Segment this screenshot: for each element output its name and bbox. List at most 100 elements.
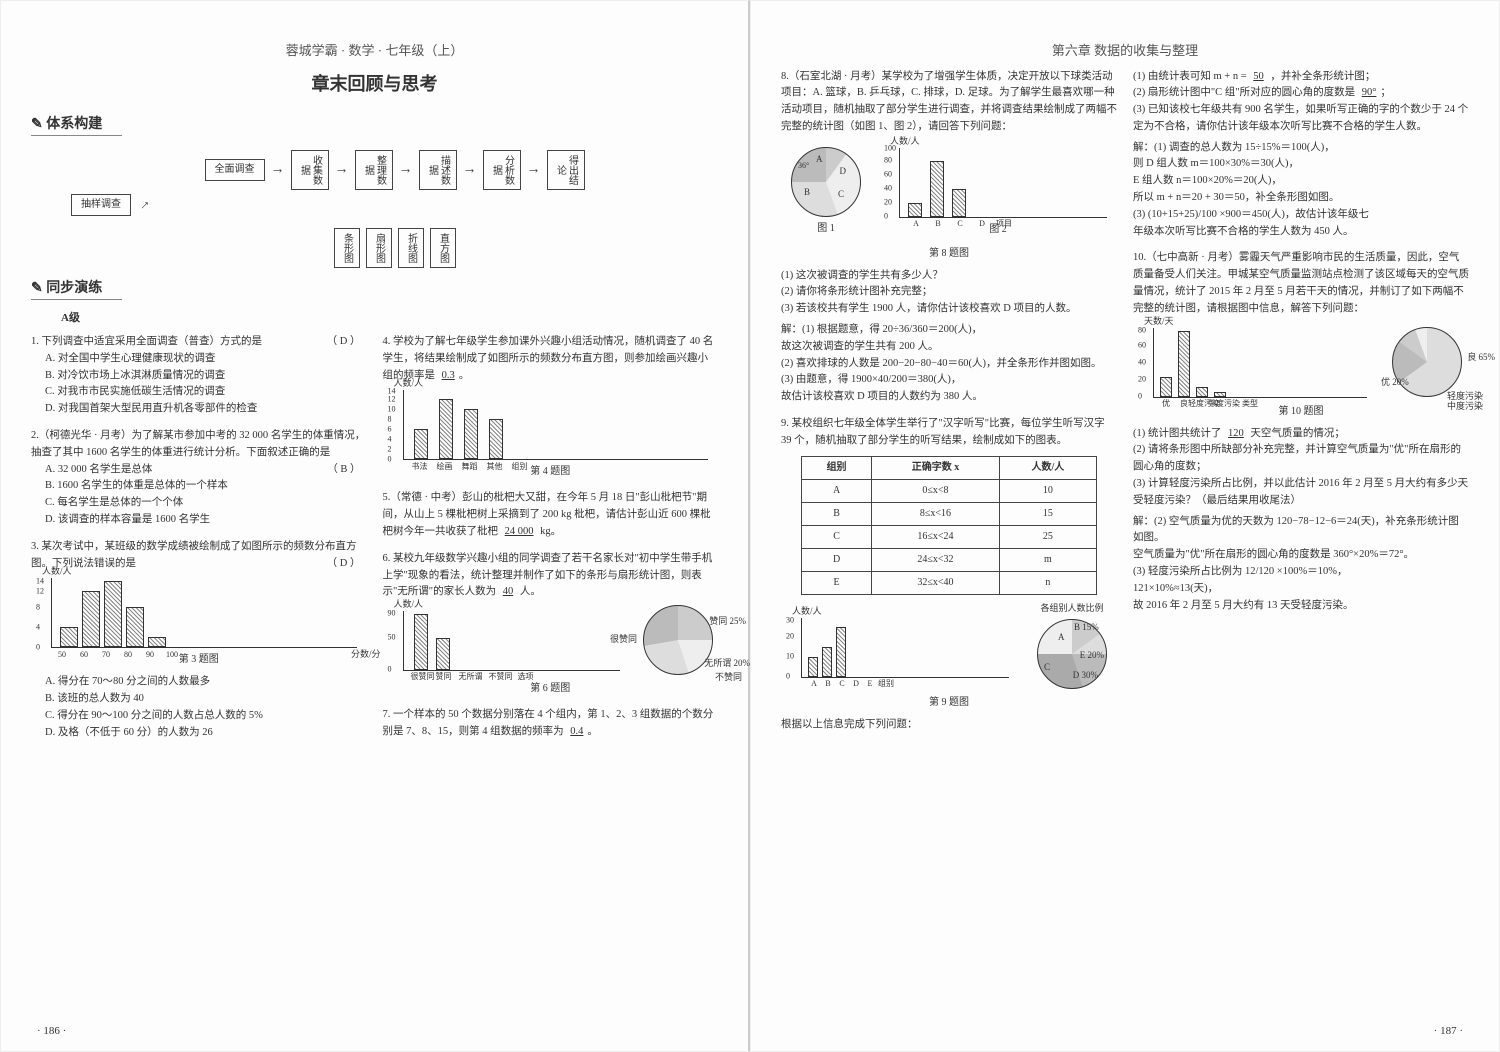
xtick: 选项	[516, 671, 536, 684]
sol: 故这次被调查的学生共有 200 人。	[781, 339, 1117, 356]
flow-diagram: 全面调查 → 收集数据 → 整理数据 → 描述数据 → 分析数据 → 得出结论 …	[71, 150, 718, 268]
page-number: · 186 ·	[37, 1023, 66, 1040]
opt: A. 32 000 名学生是总体	[31, 462, 367, 479]
q3-chart: 人数/人 0 4 8 12 14 50 60 70 8	[51, 578, 357, 648]
q8-bar: 人数/人 0 20 40 60 80 100 A	[899, 148, 1107, 218]
q1: 1. 下列调查中适宜采用全面调查（普查）方式的是 （ D ） A. 对全国中学生…	[31, 334, 367, 418]
blank: 0.4	[566, 726, 587, 737]
q-stem: 7. 一个样本的 50 个数据分别落在 4 个组内，第 1、2、3 组数据的个数…	[383, 709, 714, 737]
sol: (3) 轻度污染所占比例为 12/120 ×100%＝10%，	[1133, 564, 1469, 581]
q6: 6. 某校九年级数学兴趣小组的同学调查了若干名家长对"初中学生带手机上学"现象的…	[383, 551, 719, 697]
q-ans: （ D ）	[327, 556, 361, 573]
sol: (3) 由题意，得 1900×40/200＝380(人)，	[781, 372, 1117, 389]
sol: (2) 喜欢排球的人数是 200−20−80−40＝60(人)，并全条形作并图如…	[781, 356, 1117, 373]
pie-label: B 15%	[1074, 620, 1099, 634]
arrow-icon: →	[463, 159, 477, 180]
flow-box: 分析数据	[483, 150, 521, 190]
opt: C. 对我市市民实施低碳生活情况的调查	[31, 384, 367, 401]
page-right: 第六章 数据的收集与整理 8.（石室北湖 · 月考）某学校为了增强学生体质，决定…	[750, 0, 1500, 1052]
pie-label: 优 20%	[1381, 375, 1409, 389]
xtick: 90	[140, 649, 160, 662]
opt: D. 该调查的样本容量是 1600 名学生	[31, 512, 367, 529]
xtick: 书法	[410, 461, 430, 474]
sub: (3) 若该校共有学生 1900 人，请你估计该校喜欢 D 项目的人数。	[781, 301, 1117, 318]
opt: D. 对我国首架大型民用直升机各零部件的检查	[31, 401, 367, 418]
q-stem: 3. 某次考试中，某班级的数学成绩被绘制成了如图所示的频数分布直方图。下列说法错…	[31, 541, 357, 569]
pie-label: C	[1044, 660, 1050, 674]
q-ans: （ D ）	[327, 334, 361, 351]
fig-caption: 第 9 题图	[781, 695, 1117, 711]
td: 0≤x<8	[871, 479, 999, 502]
fig-label: 图 1	[781, 221, 871, 237]
ylabel: 人数/人	[394, 376, 424, 390]
xtick: 绘画	[435, 461, 455, 474]
page-left: 蓉城学霸 · 数学 · 七年级（上） 章末回顾与思考 体系构建 全面调查 → 收…	[0, 0, 750, 1052]
left-col2: 4. 学校为了解七年级学生参加课外兴趣小组活动情况，随机调查了 40 名学生，将…	[383, 334, 719, 752]
chapter-title: 章末回顾与思考	[31, 71, 718, 98]
opt: A. 得分在 70～80 分之间的人数最多	[31, 674, 367, 691]
td: n	[999, 571, 1096, 594]
arrow-icon: →	[132, 192, 157, 217]
sub: (3) 已知该校七年级共有 900 名学生，如果听写正确的字的个数少于 24 个…	[1133, 102, 1469, 136]
q2: 2.（柯德光华 · 月考）为了解某市参加中考的 32 000 名学生的体重情况，…	[31, 428, 367, 529]
blank: 24 000	[501, 526, 538, 537]
xtick: 其他	[485, 461, 505, 474]
xtick: 100	[162, 649, 182, 662]
book-spread: 蓉城学霸 · 数学 · 七年级（上） 章末回顾与思考 体系构建 全面调查 → 收…	[0, 0, 1500, 1052]
sol: 故估计该校喜欢 D 项目的人数约为 380 人。	[781, 389, 1117, 406]
pie-title: 各组别人数比例	[1027, 601, 1117, 615]
section-build: 体系构建	[31, 114, 122, 136]
pie-label: E 20%	[1080, 648, 1104, 662]
q9: 9. 某校组织七年级全体学生举行了"汉字听写"比赛，每位学生听写汉字 39 个，…	[781, 416, 1117, 734]
xtick: D	[972, 218, 992, 231]
arrow-icon: →	[399, 159, 413, 180]
sol: 121×10%≈13(天)，	[1133, 581, 1469, 598]
q8: 8.（石室北湖 · 月考）某学校为了增强学生体质，决定开放以下球类活动项目：A.…	[781, 69, 1117, 407]
q9-foot: 根据以上信息完成下列问题：	[781, 717, 1117, 734]
opt: C. 每名学生是总体的一个个体	[31, 495, 367, 512]
xtick: 无所谓	[456, 671, 486, 684]
q9-table: 组别 正确字数 x 人数/人 A0≤x<810 B8≤x<1615 C16≤x<…	[801, 456, 1097, 595]
q-stem: 10.（七中高新 · 月考）雾霾天气严重影响市民的生活质量，因此，空气质量备受人…	[1133, 252, 1469, 313]
th: 正确字数 x	[871, 456, 999, 479]
q4-chart: 人数/人 0 2 4 6 8 10 12 14 书法 绘	[403, 390, 709, 460]
flow-box: 抽样调查	[71, 194, 131, 216]
right-col2: (1) 由统计表可知 m + n = 50 ，并补全条形统计图； (2) 扇形统…	[1133, 69, 1469, 744]
q9-pie: B 15% A E 20% D 30% C	[1037, 619, 1107, 689]
q7: 7. 一个样本的 50 个数据分别落在 4 个组内，第 1、2、3 组数据的个数…	[383, 707, 719, 741]
q10: 10.（七中高新 · 月考）雾霾天气严重影响市民的生活质量，因此，空气质量备受人…	[1133, 250, 1469, 614]
blank: 90°	[1358, 87, 1381, 98]
xtick: A	[906, 218, 926, 231]
q6-bar: 人数/人 0 50 90 很赞同 赞同 无所谓 不赞同 选项	[403, 611, 621, 671]
sub: (2) 扇形统计图中"C 组"所对应的圆心角的度数是	[1133, 87, 1355, 98]
q-stem: 9. 某校组织七年级全体学生举行了"汉字听写"比赛，每位学生听写汉字 39 个，…	[781, 418, 1105, 446]
xtick: 60	[74, 649, 94, 662]
sol: E 组人数 n＝100×20%＝20(人)，	[1133, 173, 1469, 190]
td: m	[999, 548, 1096, 571]
th: 组别	[802, 456, 872, 479]
opt: B. 对冷饮市场上冰淇淋质量情况的调查	[31, 368, 367, 385]
td: 16≤x<24	[871, 525, 999, 548]
sol: 解：(2) 空气质量为优的天数为 120−78−12−6＝24(天)，补充条形统…	[1133, 514, 1469, 548]
xtick: 舞蹈	[460, 461, 480, 474]
q9-bar: 人数/人 0 10 20 30 A B C	[801, 618, 1009, 678]
opt: D. 及格（不低于 60 分）的人数为 26	[31, 725, 367, 742]
blank: 0.3	[438, 370, 459, 381]
q-ans: （ B ）	[327, 462, 360, 479]
sol: 则 D 组人数 m＝100×30%＝30(人)，	[1133, 156, 1469, 173]
flow-box: 描述数据	[419, 150, 457, 190]
sub: (2) 请将条形图中所缺部分补充完整，并计算空气质量为"优"所在扇形的圆心角的度…	[1133, 442, 1469, 476]
xtick: C	[950, 218, 970, 231]
q9-cont: (1) 由统计表可知 m + n = 50 ，并补全条形统计图； (2) 扇形统…	[1133, 69, 1469, 241]
xtick: 50	[52, 649, 72, 662]
unit: kg。	[540, 526, 561, 537]
opt: C. 得分在 90～100 分之间的人数占总人数的 5%	[31, 708, 367, 725]
th: 人数/人	[999, 456, 1096, 479]
blank: 40	[499, 586, 518, 597]
sol: 所以 m + n＝20 + 30＝50，补全条形图如图。	[1133, 190, 1469, 207]
flow-box: 整理数据	[355, 150, 393, 190]
fig-caption: 第 4 题图	[383, 464, 719, 480]
sol: 年级本次听写比赛不合格的学生人数为 450 人。	[1133, 224, 1469, 241]
q5: 5.（常德 · 中考）彭山的枇杷大又甜，在今年 5 月 18 日"彭山枇杷节"期…	[383, 490, 719, 540]
left-header: 蓉城学霸 · 数学 · 七年级（上）	[31, 41, 718, 61]
